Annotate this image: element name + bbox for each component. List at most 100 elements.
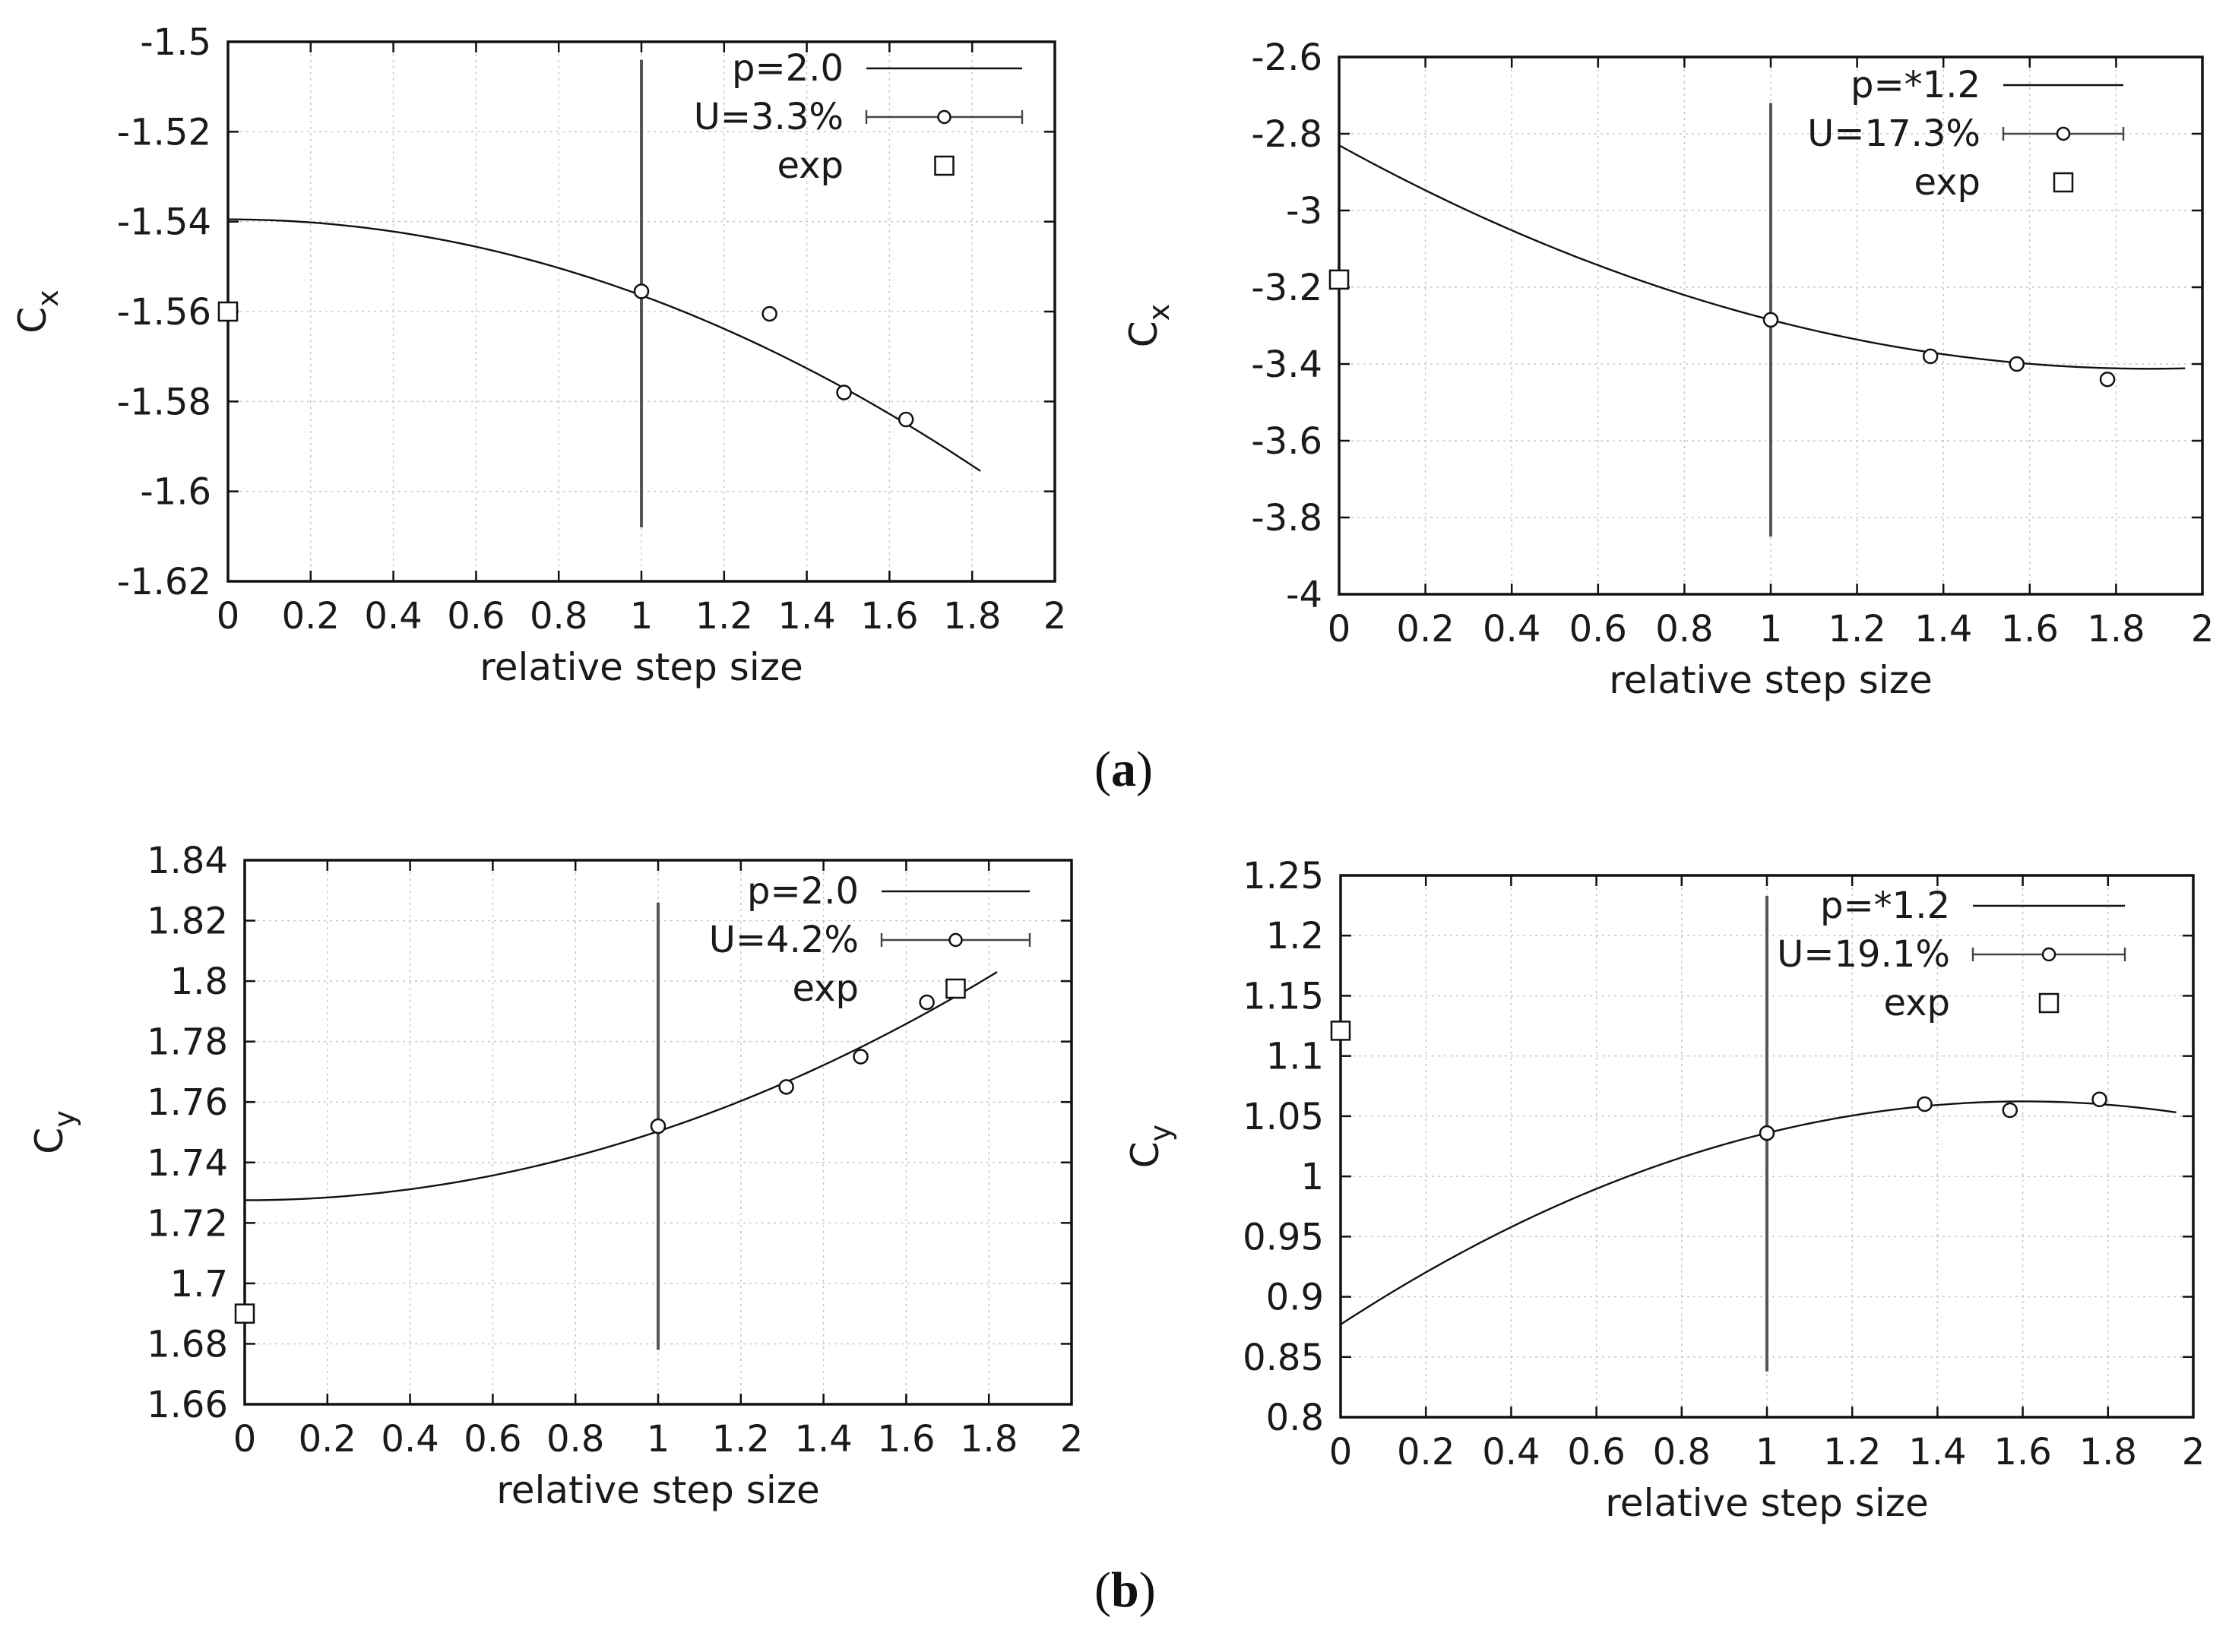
x-tick-label: 0.2	[299, 1418, 356, 1461]
y-tick-label: -3.8	[1251, 497, 1322, 540]
data-point	[633, 283, 650, 299]
y-axis-label-main: C	[27, 1128, 71, 1154]
x-tick-label: 0.8	[1653, 1431, 1711, 1473]
y-tick-label: 1.78	[147, 1021, 228, 1064]
x-tick-label: 0.4	[381, 1418, 439, 1461]
x-tick-label: 0.6	[447, 595, 505, 638]
x-tick-label: 1.8	[943, 595, 1001, 638]
y-tick-label: -3.2	[1251, 267, 1322, 309]
x-tick-label: 1.8	[960, 1418, 1018, 1461]
y-tick-label: 1.72	[147, 1202, 228, 1245]
chart-cx-p12: 0 0.2 0.4 0.6 0.8 1 1.2 1.4 1.6 1.8 2 -2.6 -2.8 -3 -3.…	[1122, 36, 2214, 702]
fit-curve-line	[227, 218, 981, 472]
data-point	[919, 994, 935, 1011]
legend: p=2.0 U=3.3% exp	[694, 47, 1024, 187]
x-tick-label: 1.4	[777, 595, 835, 638]
chart-cx-p2: 0 0.2 0.4 0.6 0.8 1 1.2 1.4 1.6 1.8 2 -1.5 -1.52 -1.5…	[11, 21, 1066, 689]
x-tick-label: 1.2	[1823, 1431, 1881, 1473]
y-axis-label: Cx	[1122, 304, 1176, 347]
y-tick-label: 0.85	[1243, 1337, 1324, 1379]
y-tick-label: 1.8	[170, 961, 228, 1003]
legend-label: U=19.1%	[1777, 933, 1950, 976]
x-tick-label: 1.6	[877, 1418, 935, 1461]
x-tick-label: 1	[630, 595, 654, 638]
legend: p=*1.2 U=17.3% exp	[1807, 64, 2125, 204]
y-tick-label: -1.5	[140, 21, 211, 64]
legend: p=*1.2 U=19.1% exp	[1777, 885, 2126, 1024]
data-point	[898, 411, 914, 428]
x-tick-label: 1.6	[2001, 608, 2059, 650]
data-point	[1759, 1125, 1775, 1141]
y-tick-label: 0.95	[1243, 1216, 1324, 1258]
x-tick-label: 0	[1329, 1431, 1353, 1473]
y-tick-label: 0.9	[1266, 1277, 1324, 1319]
data-point	[778, 1079, 794, 1095]
y-tick-label: 1.84	[147, 840, 228, 882]
y-tick-label: 1.7	[170, 1263, 228, 1305]
legend-label: p=*1.2	[1851, 64, 1980, 106]
x-axis-label: relative step size	[1609, 658, 1933, 702]
y-tick-label: -2.8	[1251, 113, 1322, 156]
y-tick-label: -1.54	[117, 201, 211, 244]
y-tick-label: 1	[1300, 1156, 1324, 1198]
legend: p=2.0 U=4.2% exp	[709, 870, 1031, 1010]
x-tick-label: 1.2	[1828, 608, 1885, 650]
data-point	[853, 1049, 869, 1065]
legend-label: p=*1.2	[1820, 885, 1950, 927]
x-tick-label: 1.2	[712, 1418, 770, 1461]
caption-b-letter: b	[1110, 1562, 1139, 1618]
x-tick-label: 1.2	[695, 595, 753, 638]
data-point	[2091, 1091, 2107, 1107]
x-tick-label: 2	[1060, 1418, 1084, 1461]
fit-curve-line	[1338, 144, 2186, 370]
y-tick-label: -3.6	[1251, 420, 1322, 463]
y-tick-label: 1.66	[147, 1384, 228, 1426]
experimental-point	[217, 301, 239, 322]
y-tick-label: 0.8	[1266, 1397, 1324, 1439]
x-axis-label: relative step size	[1605, 1481, 1929, 1525]
y-tick-label: -1.62	[117, 561, 211, 603]
experimental-point	[234, 1303, 255, 1324]
x-tick-label: 0.2	[1396, 608, 1454, 650]
legend-label: exp	[1883, 982, 1950, 1024]
y-axis-label: Cx	[11, 290, 65, 333]
y-axis-label-text: Cx	[11, 290, 65, 333]
data-point	[1917, 1096, 1933, 1112]
y-tick-label: 1.1	[1266, 1036, 1324, 1078]
caption-a-letter: a	[1110, 742, 1136, 797]
y-tick-label: 1.15	[1243, 975, 1324, 1017]
y-axis-label-main: C	[1122, 321, 1166, 347]
y-axis-label-main: C	[1123, 1141, 1167, 1168]
y-axis-label-sub: y	[1144, 1125, 1177, 1142]
legend-square-swatch	[934, 155, 955, 176]
y-tick-label: 1.2	[1266, 915, 1324, 957]
data-point	[2002, 1102, 2018, 1119]
y-tick-label: -1.52	[117, 111, 211, 153]
y-axis-label: Cy	[1123, 1125, 1177, 1168]
x-tick-label: 1.8	[2087, 608, 2145, 650]
y-tick-label: -3	[1286, 190, 1322, 233]
x-tick-label: 0.4	[1483, 608, 1540, 650]
data-point	[1922, 348, 1939, 365]
experimental-point	[1330, 1021, 1351, 1041]
y-axis-label: Cy	[27, 1110, 81, 1154]
chart-cy-p12: 0 0.2 0.4 0.6 0.8 1 1.2 1.4 1.6 1.8 2 1.25 1.2 1.15 1.…	[1123, 855, 2205, 1525]
x-tick-label: 0.8	[530, 595, 587, 638]
data-point	[836, 385, 852, 400]
data-point	[2009, 356, 2025, 372]
x-axis-label: relative step size	[480, 645, 803, 689]
y-tick-label: 1.76	[147, 1081, 228, 1124]
y-tick-label: -1.6	[140, 471, 211, 514]
x-tick-label: 0	[217, 595, 240, 638]
caption-a: (a)	[1094, 741, 1153, 799]
y-tick-label: -3.4	[1251, 343, 1322, 386]
legend-label: U=4.2%	[709, 919, 859, 961]
fit-curve-line	[244, 971, 998, 1201]
y-tick-label: -2.6	[1251, 36, 1322, 79]
x-tick-label: 1.4	[1914, 608, 1972, 650]
x-tick-label: 0.4	[364, 595, 422, 638]
fit-curve-line	[1340, 1100, 2177, 1326]
x-tick-label: 0.4	[1482, 1431, 1540, 1473]
data-point	[761, 305, 777, 322]
caption-b-open: (	[1094, 1562, 1111, 1618]
